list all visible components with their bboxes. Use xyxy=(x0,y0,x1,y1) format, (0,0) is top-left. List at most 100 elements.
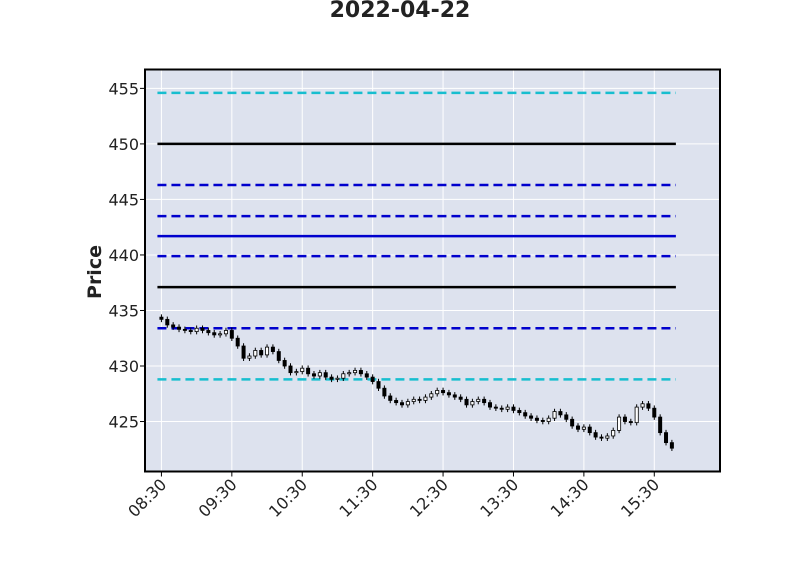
candle-body xyxy=(200,327,205,331)
candle-body xyxy=(464,398,469,406)
candle-body xyxy=(188,330,193,332)
candle-body xyxy=(611,430,616,437)
candle-body xyxy=(517,410,522,414)
candle-body xyxy=(177,326,182,330)
candle-body xyxy=(628,421,633,424)
level-lines xyxy=(157,91,676,381)
candle-body xyxy=(622,416,627,422)
candle-body xyxy=(388,395,393,401)
candle-body xyxy=(358,370,363,375)
y-tick-label: 445 xyxy=(108,190,139,209)
x-tick-label: 08:30 xyxy=(124,475,170,521)
candle-body xyxy=(317,372,322,377)
y-tick-label: 425 xyxy=(108,413,139,432)
candle-body xyxy=(576,425,581,430)
candle-body xyxy=(499,407,504,410)
candle-body xyxy=(370,376,375,382)
candle-body xyxy=(399,402,404,406)
candle-body xyxy=(223,330,228,335)
candle-body xyxy=(194,327,199,332)
candle-body xyxy=(511,406,516,411)
candle-body xyxy=(218,333,223,336)
candle-body xyxy=(353,370,358,374)
candle-body xyxy=(452,394,457,398)
x-tick-label: 14:30 xyxy=(547,475,593,521)
y-axis-ticks: 425 430 435 440 445 450 455 xyxy=(108,79,145,432)
candle-body xyxy=(540,420,545,422)
candle-body xyxy=(229,330,234,339)
candle-body xyxy=(470,401,475,406)
candle-body xyxy=(329,376,334,380)
x-axis-ticks: 08:30 09:30 10:30 11:30 12:30 13:30 14:30 15:30 xyxy=(124,471,663,521)
candle-body xyxy=(347,372,352,375)
candle-body xyxy=(617,416,622,431)
candle-body xyxy=(159,316,164,320)
candle-body xyxy=(265,346,270,356)
candle-body xyxy=(376,381,381,389)
candle-body xyxy=(505,406,510,410)
candle-body xyxy=(294,371,299,374)
candle-body xyxy=(441,390,446,394)
candle-body xyxy=(306,367,311,375)
candle-body xyxy=(288,365,293,374)
candle-body xyxy=(212,332,217,336)
y-tick-label: 455 xyxy=(108,79,139,98)
y-tick-label: 435 xyxy=(108,301,139,320)
candle-body xyxy=(417,398,422,401)
candle-body xyxy=(394,400,399,404)
plot-frame xyxy=(144,68,721,473)
candle-body xyxy=(552,411,557,419)
candle-body xyxy=(276,351,281,361)
candle-body xyxy=(411,398,416,402)
candle-body xyxy=(311,373,316,377)
candle-body xyxy=(558,411,563,416)
candle-body xyxy=(282,360,287,367)
x-tick-label: 13:30 xyxy=(476,475,522,521)
candle-body xyxy=(429,393,434,398)
x-tick-label: 12:30 xyxy=(406,475,452,521)
candle-body xyxy=(253,350,258,357)
candle-body xyxy=(652,407,657,418)
candle-body xyxy=(206,330,211,334)
candle-body xyxy=(382,387,387,397)
candle-body xyxy=(523,412,528,417)
y-tick-label: 450 xyxy=(108,135,139,154)
candle-body xyxy=(235,337,240,347)
candle-body xyxy=(634,406,639,424)
plot-background xyxy=(145,69,720,472)
candle-body xyxy=(599,436,604,439)
candle-body xyxy=(435,390,440,395)
candle-body xyxy=(171,324,176,328)
candle-body xyxy=(364,373,369,378)
candle-body xyxy=(270,346,275,352)
candle-body xyxy=(405,401,410,406)
candle-body xyxy=(646,403,651,409)
y-tick-label: 430 xyxy=(108,357,139,376)
candle-body xyxy=(487,402,492,408)
candle-body xyxy=(570,418,575,427)
candle-body xyxy=(165,318,170,326)
candle-body xyxy=(564,414,569,420)
candle-body xyxy=(241,345,246,359)
candle-body xyxy=(259,350,264,356)
y-tick-label: 440 xyxy=(108,246,139,265)
candle-body xyxy=(605,435,610,439)
candle-body xyxy=(669,442,674,449)
candle-body xyxy=(482,398,487,404)
candles xyxy=(159,314,674,451)
candle-body xyxy=(664,432,669,444)
candle-body xyxy=(587,426,592,434)
candle-body xyxy=(640,403,645,408)
candle-body xyxy=(247,355,252,359)
candle-body xyxy=(593,432,598,438)
candle-body xyxy=(546,417,551,422)
candle-body xyxy=(458,396,463,400)
x-tick-label: 11:30 xyxy=(335,475,381,521)
y-axis-label: Price xyxy=(84,245,106,299)
x-tick-label: 15:30 xyxy=(617,475,663,521)
chart-title: 2022-04-22 xyxy=(329,0,471,23)
candle-body xyxy=(658,416,663,434)
x-tick-label: 10:30 xyxy=(265,475,311,521)
candle-body xyxy=(182,328,187,331)
